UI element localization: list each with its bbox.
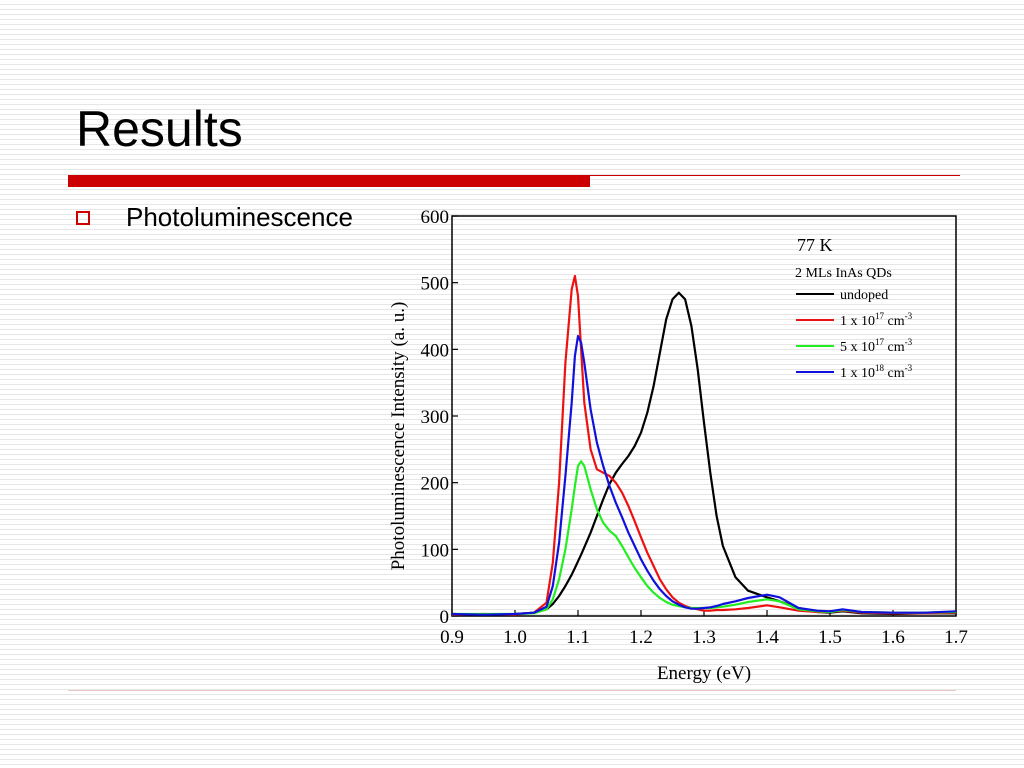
axis-ticks: 0.9 1.0 1.1 1.2 1.3 1.4 1.5 1.6 1.7 0 100 200 300 400…: [421, 207, 968, 648]
x-tick-label: 1.1: [566, 627, 590, 648]
legend-label-dope_1e17: 1 x 1017 cm-3: [840, 311, 913, 329]
x-tick-label: 1.4: [755, 627, 779, 648]
title-underline-accent: [68, 175, 590, 187]
y-axis-label: Photoluminescence Intensity (a. u.): [388, 302, 409, 571]
series-line-dope_5e17: [452, 460, 957, 616]
temperature-annotation: 77 K: [797, 235, 833, 255]
x-tick-label: 0.9: [440, 627, 464, 648]
footer-divider: [68, 690, 956, 691]
bullet-text: Photoluminescence: [126, 202, 353, 232]
x-axis-label: Energy (eV): [657, 663, 751, 684]
y-tick-label: 0: [440, 607, 450, 628]
y-tick-label: 300: [421, 407, 450, 428]
y-tick-label: 400: [421, 340, 450, 361]
title-underline-thin: [590, 175, 960, 176]
series-line-dope_1e17: [451, 274, 957, 616]
x-tick-label: 1.7: [944, 627, 968, 648]
y-tick-label: 600: [421, 207, 450, 228]
series-line-dope_1e18: [451, 334, 957, 616]
x-tick-label: 1.5: [818, 627, 842, 648]
legend-label-dope_1e18: 1 x 1018 cm-3: [840, 363, 913, 381]
sample-annotation: 2 MLs InAs QDs: [795, 266, 892, 281]
x-tick-label: 1.2: [629, 627, 653, 648]
x-tick-label: 1.6: [881, 627, 905, 648]
legend: undoped 1 x 1017 cm-3 5 x 1017 cm-3 1 x 101…: [796, 288, 913, 381]
y-tick-label: 100: [421, 540, 450, 561]
y-tick-label: 200: [421, 474, 450, 495]
bullet-square-icon: [76, 211, 90, 225]
series-lines: [451, 274, 957, 616]
x-tick-label: 1.3: [692, 627, 716, 648]
legend-label-undoped: undoped: [840, 288, 888, 303]
y-tick-label: 500: [421, 274, 450, 295]
legend-label-dope_5e17: 5 x 1017 cm-3: [840, 337, 913, 355]
x-tick-label: 1.0: [503, 627, 527, 648]
slide-title: Results: [76, 101, 243, 157]
